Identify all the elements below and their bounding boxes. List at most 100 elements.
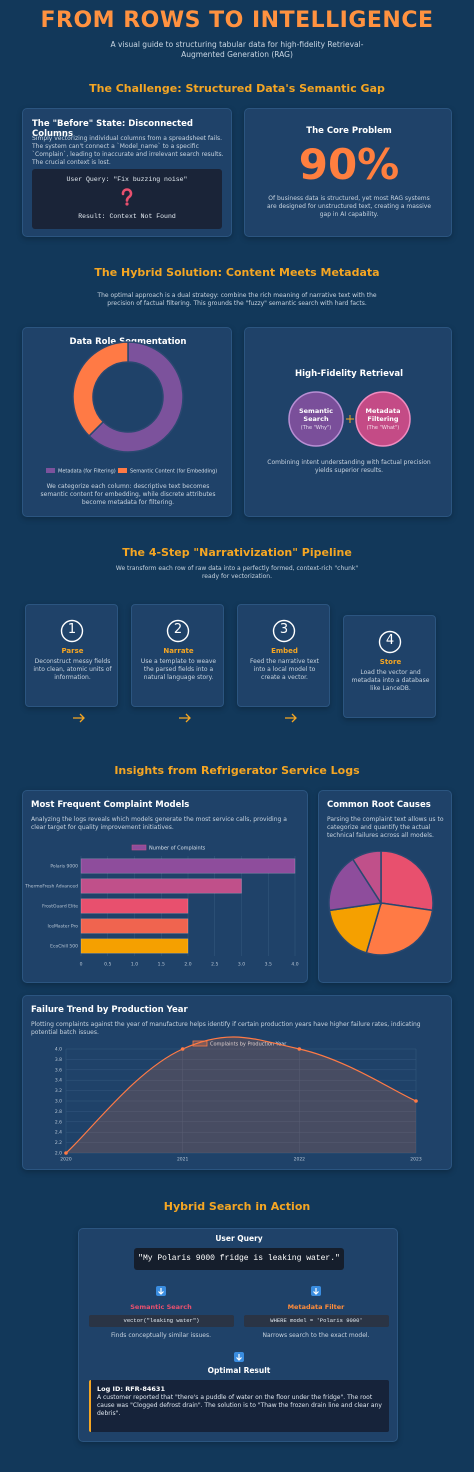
y-tick-label: 2.6 — [55, 1119, 62, 1125]
venn — [288, 391, 411, 447]
step-ring — [378, 630, 402, 654]
step-circle — [272, 619, 296, 643]
bar — [80, 898, 189, 914]
stat: 90% — [298, 140, 400, 189]
section-heading: The Challenge: Structured Data's Semanti… — [89, 82, 385, 95]
line-chart: 2.0 2.2 2.4 2.6 2.8 3.0 3.2 3.4 3.6 3.8 4.0 2020 202… — [55, 1036, 422, 1163]
x-tick-label: 2.5 — [211, 962, 218, 968]
legend-swatch — [131, 844, 147, 851]
circle-label: Metadata Filtering — [365, 407, 401, 423]
point — [64, 1151, 68, 1155]
step-circle — [60, 619, 84, 643]
slice — [328, 902, 383, 954]
segmentation-card: Data Role Segmentation Metadata (for Fil… — [22, 327, 232, 517]
step-title: Embed — [271, 647, 298, 655]
retrieval-card: High-Fidelity Retrieval Semantic Search … — [244, 327, 452, 517]
slice — [380, 851, 434, 912]
search-icons — [156, 1286, 321, 1362]
y-tick-label: 2.4 — [55, 1130, 62, 1136]
section-heading: The 4-Step "Narrativization" Pipeline — [122, 546, 352, 559]
plus-sign — [346, 415, 354, 423]
arrow — [285, 713, 297, 723]
section-heading: Insights from Refrigerator Service Logs — [114, 764, 360, 777]
trend-card: Failure Trend by Production Year Plottin… — [22, 995, 452, 1170]
y-tick-label: 2.2 — [55, 1140, 62, 1146]
before-card: The "Before" State: Disconnected Columns… — [22, 108, 232, 237]
step-ring — [166, 619, 190, 643]
y-tick-label: IceMaster Pro — [47, 924, 78, 930]
semantic-circle — [288, 391, 344, 447]
core-card: The Core Problem 90% Of business data is… — [244, 108, 452, 237]
legend-label: Complaints by Production Year — [210, 1042, 287, 1048]
step-card: 3 Embed Feed the narrative text into a loc… — [237, 604, 330, 707]
point — [297, 1047, 302, 1051]
slice — [72, 341, 129, 437]
step-ring — [272, 619, 296, 643]
arrow — [73, 713, 85, 723]
method-code: vector("leaking water") — [89, 1315, 234, 1327]
result-text: Result: Context Not Found — [78, 213, 176, 220]
circle-sub: (The "Why") — [300, 425, 332, 431]
legend-label: Metadata (for Filtering) — [58, 469, 116, 475]
x-tick-label: 0.5 — [104, 962, 111, 968]
x-tick-label: 3.0 — [238, 962, 245, 968]
x-tick-label: 2020 — [60, 1157, 72, 1163]
step-circle — [378, 630, 402, 654]
y-tick-label: 3.6 — [55, 1067, 62, 1073]
step-text: Deconstruct messy fields into clean, ato… — [33, 658, 112, 681]
step-card: 1 Parse Deconstruct messy fields into clea… — [25, 604, 118, 707]
bar — [80, 918, 189, 934]
card-title: The Core Problem — [306, 126, 392, 136]
chart-caption: We categorize each column: descriptive t… — [40, 483, 216, 506]
y-tick-label: 3.4 — [55, 1078, 62, 1084]
log-id: Log ID: RFR-84631 — [97, 1385, 165, 1393]
y-tick-label: ThermoFresh Advanced — [24, 884, 78, 890]
step-card: 4 Store Load the vector and metadata into … — [343, 615, 436, 718]
card-caption: Combining intent understanding with fact… — [267, 459, 431, 474]
section-intro: The optimal approach is a dual strategy:… — [97, 292, 377, 307]
y-tick-label: 3.0 — [55, 1099, 62, 1105]
chart-title: Common Root Causes — [327, 800, 431, 810]
step-number: 4 — [385, 633, 395, 648]
y-tick-label: 3.2 — [55, 1088, 62, 1094]
x-tick-label: 2022 — [294, 1157, 306, 1163]
x-tick-label: 2023 — [410, 1157, 422, 1163]
legend-swatch — [192, 1040, 208, 1047]
slice — [88, 341, 184, 453]
metadata-circle — [355, 391, 411, 447]
chart-title: Failure Trend by Production Year — [31, 1005, 188, 1015]
y-tick-label: 2.0 — [55, 1151, 62, 1157]
y-tick-label: Polaris 9000 — [50, 864, 78, 870]
step-title: Narrate — [163, 647, 194, 655]
point — [414, 1099, 418, 1103]
legend-swatch — [46, 468, 55, 473]
step-text: Feed the narrative text into a local mod… — [250, 658, 319, 681]
query-label: User Query — [215, 1234, 263, 1243]
pie-chart — [328, 851, 434, 956]
method-title: Semantic Search — [130, 1303, 192, 1311]
arrow-icon-glyph — [313, 1288, 319, 1295]
x-tick-label: 1.0 — [131, 962, 138, 968]
bar — [80, 938, 189, 954]
card-title: High-Fidelity Retrieval — [294, 369, 404, 379]
bar — [80, 858, 296, 874]
x-tick-label: 1.5 — [158, 962, 165, 968]
circle-label: Semantic Search — [298, 407, 334, 423]
slice — [328, 858, 383, 912]
page-subtitle: A visual guide to structuring tabular da… — [110, 40, 364, 59]
y-tick-label: EcoChill 500 — [50, 944, 78, 950]
result-box: Log ID: RFR-84631 A customer reported th… — [89, 1380, 389, 1432]
x-tick-label: 3.5 — [265, 962, 272, 968]
search-card: User Query "My Polaris 9000 fridge is le… — [78, 1228, 398, 1442]
y-tick-label: 2.8 — [55, 1109, 62, 1115]
y-tick-label: FrostGuard Elite — [42, 904, 78, 910]
causes-card: Common Root Causes Parsing the complaint… — [318, 790, 452, 983]
chart-desc: Parsing the complaint text allows us to … — [327, 816, 444, 839]
section-intro: We transform each row of raw data into a… — [115, 565, 359, 580]
x-tick-label: 4.0 — [291, 962, 298, 968]
arrow — [179, 713, 191, 723]
slice — [365, 902, 434, 956]
question-dot — [125, 202, 129, 206]
